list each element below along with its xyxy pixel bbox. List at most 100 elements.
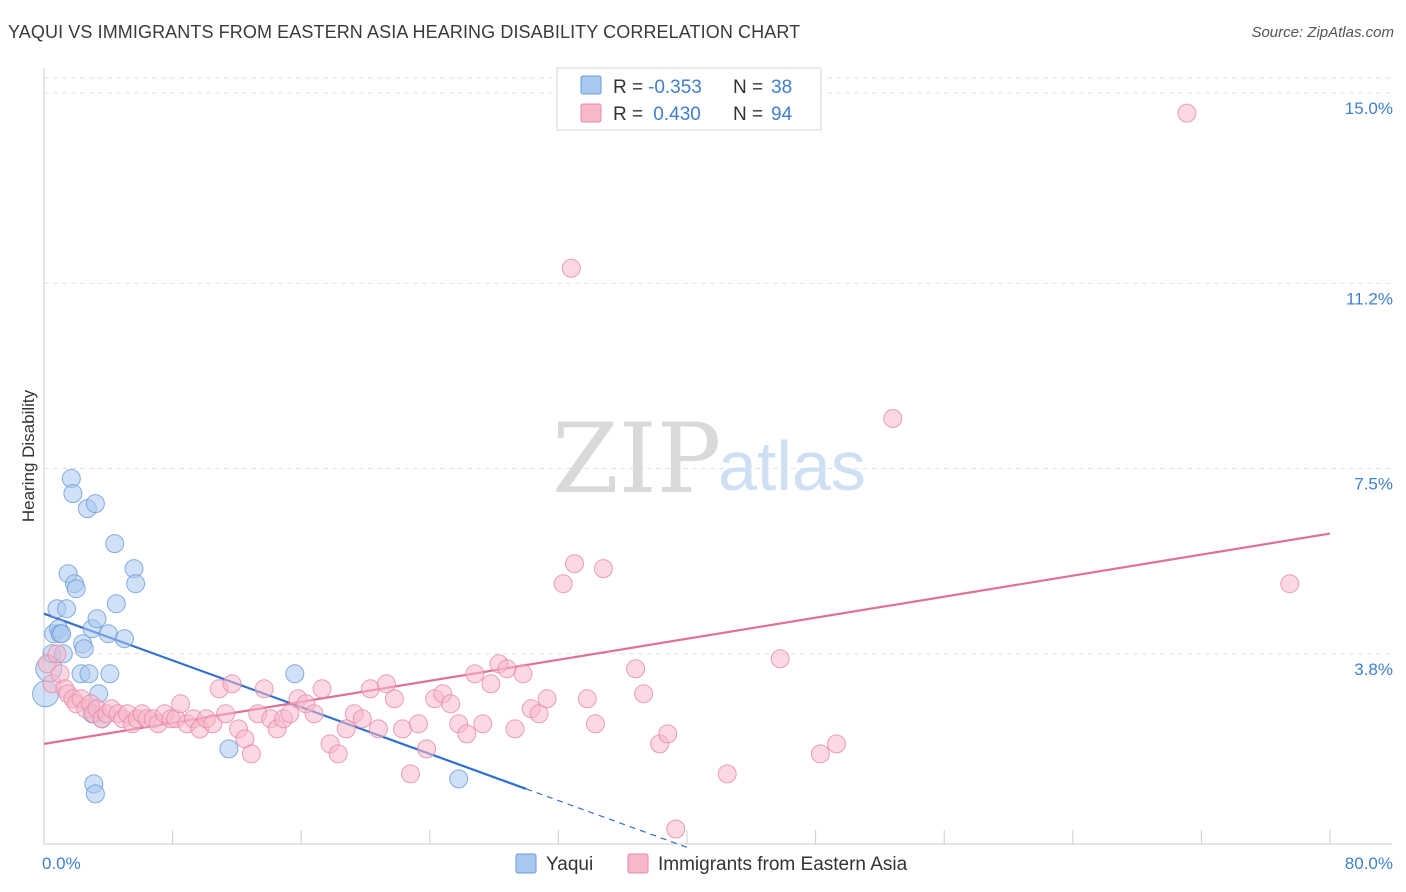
legend-n-value: 38 [771, 77, 792, 98]
eastern-asia-point [561, 258, 581, 278]
bottom-legend-swatch-eastern-asia [627, 853, 649, 874]
eastern-asia-point [1280, 574, 1300, 594]
correlation-legend: R = -0.353 N = 38 R = 0.430 N = 94 [556, 67, 822, 131]
y-tick-label: 11.2% [1346, 289, 1393, 308]
yaqui-point [85, 494, 105, 514]
yaqui-point [79, 664, 99, 684]
watermark-zip: ZIP [552, 403, 721, 515]
legend-n-label: N = [733, 77, 763, 98]
eastern-asia-point [553, 574, 573, 594]
eastern-asia-point [585, 714, 605, 734]
eastern-asia-point [529, 704, 549, 724]
eastern-asia-point [409, 714, 428, 734]
eastern-asia-point [717, 764, 737, 784]
eastern-asia-point [770, 649, 790, 669]
eastern-asia-point [401, 764, 420, 784]
eastern-asia-trend-line [43, 532, 1331, 745]
yaqui-point [98, 624, 118, 644]
eastern-asia-point [222, 674, 242, 694]
yaqui-point [52, 624, 72, 644]
eastern-asia-point [593, 559, 613, 579]
legend-n-label: N = [733, 104, 763, 125]
y-tick-label: 7.5% [1354, 475, 1393, 494]
bottom-legend-label-eastern-asia: Immigrants from Eastern Asia [658, 854, 908, 875]
yaqui-point [106, 594, 126, 614]
eastern-asia-point [513, 664, 533, 684]
eastern-asia-point [810, 744, 830, 764]
eastern-asia-point [393, 719, 412, 739]
eastern-asia-point [312, 679, 332, 699]
eastern-asia-point [336, 719, 356, 739]
eastern-asia-point [368, 719, 388, 739]
axis-layer [43, 68, 1392, 845]
eastern-asia-point [384, 689, 404, 709]
yaqui-point [87, 609, 107, 629]
chart-source: Source: ZipAtlas.com [1251, 24, 1394, 41]
yaqui-trend-extension [526, 788, 688, 848]
eastern-asia-point [417, 739, 437, 759]
yaqui-point [100, 664, 120, 684]
eastern-asia-point [203, 714, 223, 734]
legend-r-value: 0.430 [648, 104, 701, 125]
eastern-asia-point [328, 744, 348, 764]
eastern-asia-point [497, 659, 517, 679]
eastern-asia-point [352, 709, 372, 729]
x-tick-label: 80.0% [1345, 854, 1393, 873]
yaqui-point [105, 534, 125, 554]
yaqui-point [126, 574, 146, 594]
eastern-asia-point [441, 694, 461, 714]
yaqui-point [74, 639, 94, 659]
watermark-atlas: atlas [718, 427, 866, 505]
watermark: ZIP atlas [552, 403, 866, 515]
eastern-asia-point [666, 819, 686, 839]
eastern-asia-point [577, 689, 597, 709]
eastern-asia-point [171, 694, 191, 714]
legend-row-yaqui: R = -0.353 N = 38 [580, 75, 792, 98]
yaqui-point [449, 769, 469, 789]
y-tick-label: 15.0% [1345, 99, 1393, 118]
y-tick-labels: 3.8% 7.5% 11.2% 15.0% [1345, 99, 1393, 679]
y-tick-label: 3.8% [1354, 660, 1393, 679]
eastern-asia-point [254, 679, 274, 699]
yaqui-point [85, 784, 105, 804]
legend-n-value: 94 [771, 104, 793, 125]
legend-r-label: R = [613, 104, 643, 125]
legend-r-value: -0.353 [648, 77, 702, 98]
data-points [32, 103, 1300, 839]
eastern-asia-point [827, 734, 846, 754]
yaqui-point [219, 739, 239, 759]
eastern-asia-point [1177, 103, 1197, 123]
series-legend: Yaqui Immigrants from Eastern Asia [515, 853, 908, 875]
eastern-asia-point [537, 689, 557, 709]
eastern-asia-point [505, 719, 525, 739]
eastern-asia-point [241, 744, 261, 764]
legend-swatch-yaqui [580, 75, 602, 95]
yaqui-point [285, 664, 305, 684]
eastern-asia-point [304, 704, 324, 724]
eastern-asia-point [457, 724, 477, 744]
legend-swatch-eastern-asia [580, 103, 602, 123]
eastern-asia-point [658, 724, 678, 744]
eastern-asia-point [280, 704, 300, 724]
eastern-asia-point [216, 704, 236, 724]
yaqui-point [66, 579, 86, 599]
bottom-legend-swatch-yaqui [515, 853, 537, 874]
x-tick-labels: 0.0% 80.0% [42, 830, 1393, 873]
y-axis-label: Hearing Disability [19, 389, 38, 522]
legend-r-label: R = [613, 77, 643, 98]
eastern-asia-point [465, 664, 485, 684]
eastern-asia-point [473, 714, 493, 734]
yaqui-point [57, 599, 76, 619]
eastern-asia-point [47, 644, 67, 664]
legend-row-eastern-asia: R = 0.430 N = 94 [580, 103, 793, 125]
yaqui-point [63, 484, 83, 503]
eastern-asia-point [481, 674, 501, 694]
eastern-asia-point [634, 684, 654, 704]
grid-layer [44, 77, 1392, 655]
chart-title: YAQUI VS IMMIGRANTS FROM EASTERN ASIA HE… [8, 22, 801, 42]
eastern-asia-point [360, 679, 380, 699]
bottom-legend-label-yaqui: Yaqui [546, 854, 593, 875]
eastern-asia-point [626, 659, 646, 679]
eastern-asia-point [376, 674, 396, 694]
